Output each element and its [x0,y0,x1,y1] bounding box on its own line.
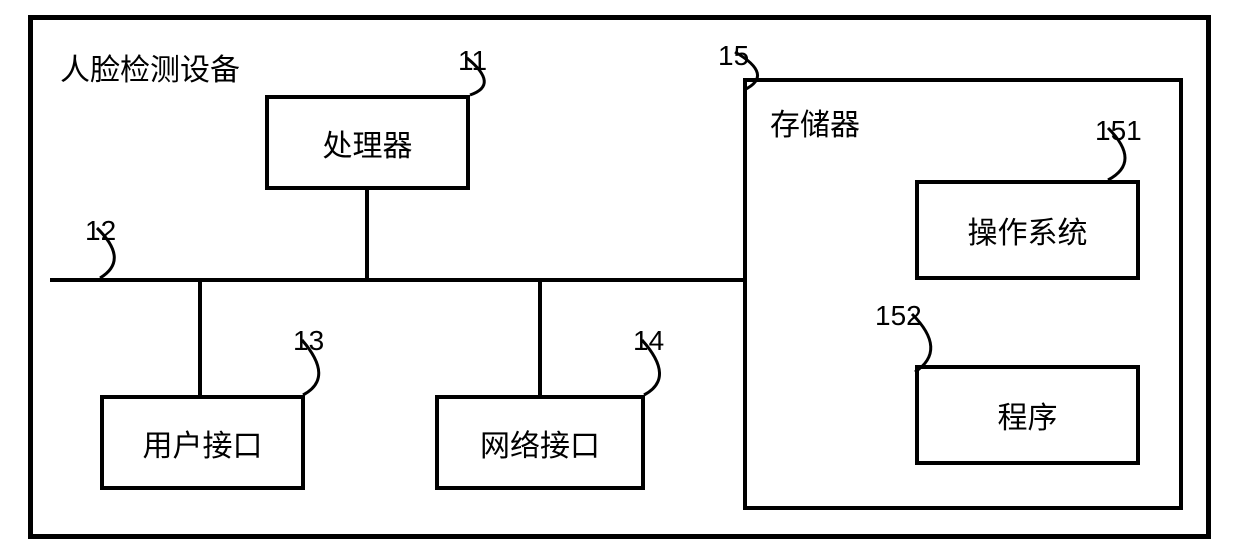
ref-13: 13 [293,325,324,357]
ref-151: 151 [1095,115,1142,147]
network-interface-block: 网络接口 [435,395,645,490]
face-detection-device-diagram: 人脸检测设备 存储器 处理器 用户接口 网络接口 操作系统 程序 11 12 1… [0,0,1240,552]
processor-block: 处理器 [265,95,470,190]
diagram-title: 人脸检测设备 [60,45,240,89]
ref-12: 12 [85,215,116,247]
os-block: 操作系统 [915,180,1140,280]
ref-11: 11 [458,45,487,77]
program-label: 程序 [998,393,1058,437]
os-label: 操作系统 [968,208,1088,252]
network-interface-label: 网络接口 [480,421,600,465]
memory-label: 存储器 [770,100,860,144]
ref-15: 15 [718,40,749,72]
processor-label: 处理器 [323,121,413,165]
ref-152: 152 [875,300,922,332]
program-block: 程序 [915,365,1140,465]
user-interface-label: 用户接口 [143,421,263,465]
ref-14: 14 [633,325,664,357]
user-interface-block: 用户接口 [100,395,305,490]
